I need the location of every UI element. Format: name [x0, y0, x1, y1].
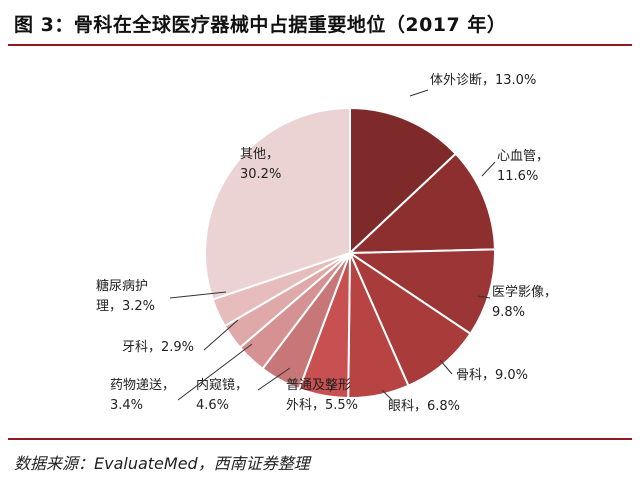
pie-slice-0 — [349, 106, 458, 256]
pie-slice-1 — [347, 152, 496, 255]
figure-label: 图 3： — [14, 14, 74, 36]
slice-label-3: 骨科，9.0% — [456, 368, 528, 383]
slice-label-line: 体外诊断，13.0% — [430, 73, 536, 88]
slice-label-line: 30.2% — [240, 167, 281, 182]
leader-line-5 — [329, 383, 335, 393]
title-text: 骨科在全球医疗器械中占据重要地位（2017 年） — [73, 14, 507, 36]
slice-label-line: 外科，5.5% — [286, 398, 358, 413]
leader-line-0 — [409, 89, 429, 97]
leader-line-6 — [257, 367, 291, 391]
slice-label-1: 心血管， 11.6% — [497, 149, 549, 184]
slice-label-line: 骨科，9.0% — [456, 368, 528, 383]
slice-label-line: 其他， — [240, 147, 279, 162]
slice-label-line: 心血管， — [497, 149, 549, 164]
slice-label-line: 医学影像， — [492, 284, 557, 300]
pie-slice-10 — [204, 106, 351, 301]
source-note: 数据来源：EvaluateMed，西南证券整理 — [14, 454, 310, 473]
pie-slice-2 — [346, 248, 496, 336]
leader-line-1 — [481, 161, 496, 177]
slice-label-line: 普通及整形 — [286, 378, 351, 393]
leader-line-2 — [477, 295, 491, 299]
slice-label-line: 牙科，2.9% — [122, 340, 194, 355]
slice-label-5: 普通及整形外科，5.5% — [286, 378, 358, 413]
leader-line-4 — [381, 389, 393, 401]
slice-label-line: 9.8% — [492, 305, 525, 320]
slice-label-line: 3.4% — [110, 398, 143, 413]
slice-label-line: 药物递送， — [110, 378, 175, 393]
slice-label-line: 糖尿病护 — [96, 278, 148, 294]
slice-label-9: 糖尿病护理，3.2% — [96, 278, 155, 314]
bottom-rule — [8, 438, 632, 440]
slice-label-line: 4.6% — [196, 398, 229, 413]
slice-label-8: 牙科，2.9% — [122, 340, 194, 355]
top-rule — [8, 44, 632, 46]
leader-line-3 — [439, 359, 453, 375]
leader-line-7 — [177, 343, 253, 401]
leader-line-9 — [169, 291, 227, 299]
chart-title: 图 3：骨科在全球医疗器械中占据重要地位（2017 年） — [14, 10, 506, 37]
slice-label-10: 其他， 30.2% — [240, 147, 281, 182]
slice-label-line: 11.6% — [497, 169, 538, 184]
slice-label-line: 内窥镜， — [196, 377, 248, 393]
slice-label-0: 体外诊断，13.0% — [430, 73, 536, 88]
slice-label-2: 医学影像， 9.8% — [492, 284, 557, 320]
slice-label-7: 药物递送， 3.4% — [110, 378, 175, 413]
slice-label-line: 理，3.2% — [96, 299, 155, 314]
leader-line-8 — [203, 319, 239, 351]
slice-label-4: 眼科，6.8% — [388, 399, 460, 414]
slice-label-6: 内窥镜， 4.6% — [196, 377, 248, 413]
slice-label-line: 眼科，6.8% — [388, 399, 460, 414]
